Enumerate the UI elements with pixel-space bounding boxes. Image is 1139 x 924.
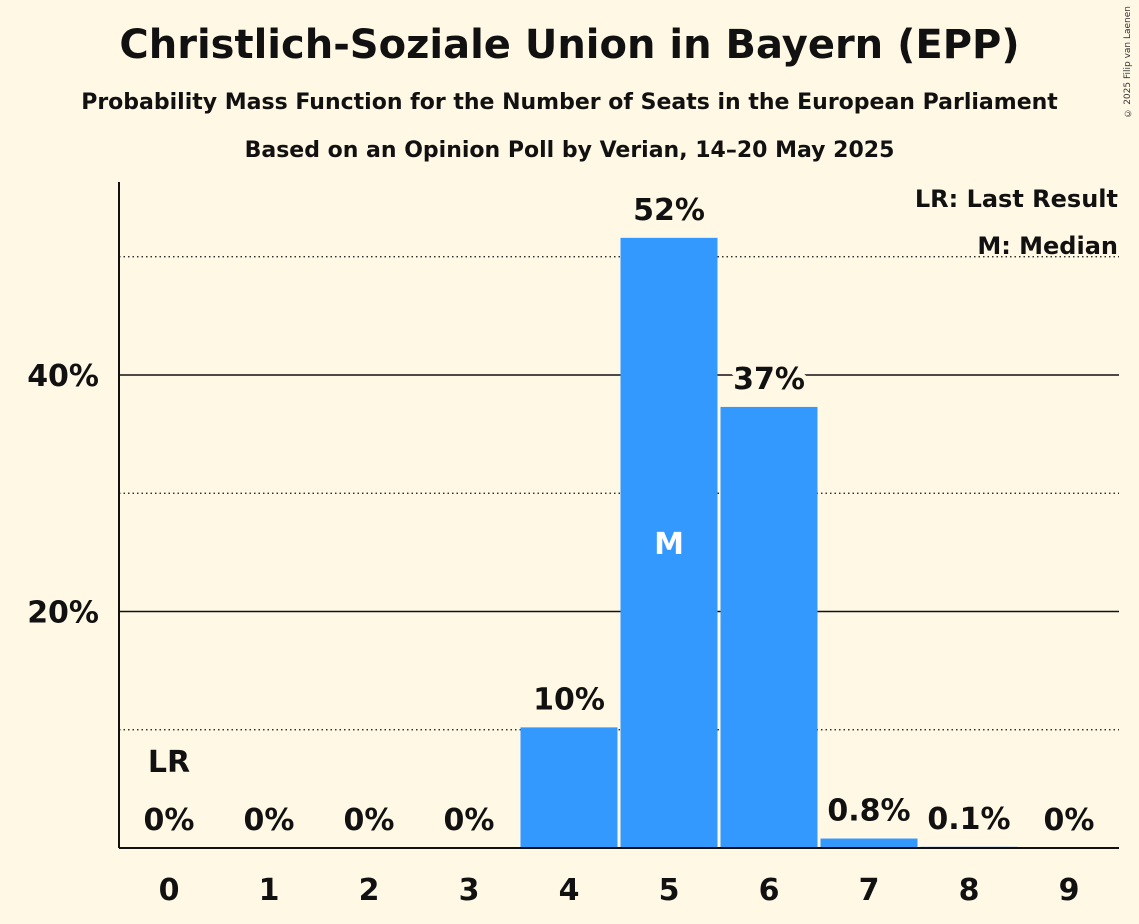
bar-value-label: 52% [633, 193, 705, 228]
bar-value-label: 0% [344, 803, 395, 838]
x-tick-label: 9 [1059, 873, 1080, 908]
bar [720, 406, 818, 848]
x-tick-label: 4 [559, 873, 580, 908]
chart-source-subtitle: Based on an Opinion Poll by Verian, 14–2… [244, 138, 895, 163]
x-tick-label: 8 [959, 873, 980, 908]
bar-value-label: 0% [1044, 803, 1095, 838]
bar-value-label: 0.8% [827, 794, 910, 829]
bar-value-label: 0% [144, 803, 195, 838]
x-tick-label: 5 [659, 873, 680, 908]
x-tick-label: 1 [259, 873, 280, 908]
chart-title: Christlich-Soziale Union in Bayern (EPP) [119, 22, 1020, 68]
bar-value-label: 0% [244, 803, 295, 838]
bar-value-label: 10% [533, 682, 605, 717]
y-tick-label: 20% [27, 596, 99, 631]
x-tick-label: 6 [759, 873, 780, 908]
chart-subtitle: Probability Mass Function for the Number… [81, 90, 1058, 115]
median-marker: M [654, 527, 684, 562]
legend-median: M: Median [977, 232, 1118, 260]
bar-value-label: 37% [733, 362, 805, 397]
bar [820, 838, 918, 848]
last-result-marker: LR [148, 745, 190, 780]
legend-last-result: LR: Last Result [914, 185, 1118, 213]
bar-value-label: 0.1% [927, 802, 1010, 837]
x-tick-label: 3 [459, 873, 480, 908]
bar-value-label: 0% [444, 803, 495, 838]
y-tick-label: 40% [27, 359, 99, 394]
x-tick-label: 7 [859, 873, 880, 908]
bar [620, 237, 718, 848]
x-tick-label: 2 [359, 873, 380, 908]
x-tick-label: 0 [159, 873, 180, 908]
bar [520, 727, 618, 848]
